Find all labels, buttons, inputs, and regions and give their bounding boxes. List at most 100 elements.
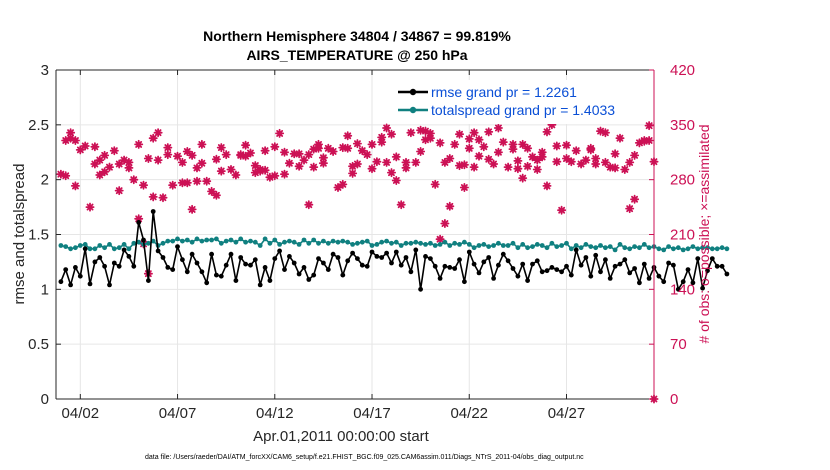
obs-assimilated-point [352,139,362,149]
y-right-tick-label-4: 280 [670,172,695,189]
totalspread-point [355,240,360,246]
totalspread-point [116,245,122,251]
obs-assimilated-point [255,165,265,174]
obs-assimilated-series [61,123,659,279]
rmse-point [374,254,380,259]
totalspread-point [107,242,112,247]
obs-possible-point [523,161,533,171]
rmse-point [588,273,594,279]
rmse-point [126,254,132,259]
obs-possible-point [620,165,630,174]
totalspread-point [131,240,137,246]
rmse-point [564,263,569,269]
rmse-point [593,252,599,258]
obs-assimilated-point [177,157,187,167]
obs-assimilated-point [474,151,484,161]
rmse-point [355,256,360,261]
obs-possible-point [90,142,100,152]
totalspread-point [228,237,234,243]
obs-assimilated-point [294,161,304,171]
rmse-point [136,220,142,225]
totalspread-point [223,238,229,244]
totalspread-point [306,240,312,246]
obs-assimilated-point [343,131,353,141]
totalspread-point [428,240,433,246]
obs-possible-point [581,155,591,165]
totalspread-point [559,243,564,248]
obs-possible-point [552,157,562,167]
obs-assimilated-point [304,200,314,210]
totalspread-point [340,238,346,244]
rmse-series [58,209,730,292]
obs-assimilated-point [586,143,596,153]
obs-possible-point [391,176,401,185]
totalspread-point [714,246,720,252]
rmse-point [204,280,210,286]
totalspread-point [233,239,239,245]
obs-assimilated-point [508,144,518,154]
totalspread-point [661,247,667,253]
obs-possible-point [634,138,644,148]
x-tick-label-4: 04/22 [450,405,488,422]
obs-assimilated-point [70,136,80,145]
y-right-tick-label-5: 350 [670,117,695,134]
obs-possible-point [421,135,430,145]
obs-assimilated-point [182,147,192,156]
rmse-point [321,260,326,266]
rmse-point [568,272,574,278]
totalspread-point [656,246,662,252]
obs-possible-point [625,157,635,167]
totalspread-point [369,243,375,248]
obs-assimilated-point [236,150,246,160]
obs-possible-point [537,152,547,162]
y-right-tick-label-1: 70 [670,336,687,353]
totalspread-point [325,240,331,246]
rmse-point [428,256,433,261]
obs-possible-point [425,133,435,143]
rmse-point [525,278,530,283]
obs-assimilated-point [367,164,377,174]
obs-assimilated-point [464,143,474,153]
obs-possible-point [605,162,615,172]
axis-ticks: 04/02 04/07 04/12 04/17 04/22 04/27 0 0.5 1 1.5 2 2… [28,62,695,422]
obs-assimilated-point [187,204,197,214]
totalspread-point [374,242,380,247]
obs-possible-point [508,139,518,149]
totalspread-point [277,242,282,247]
totalspread-point [690,244,696,250]
totalspread-point [418,240,423,246]
obs-possible-point [168,180,178,190]
obs-assimilated-point [192,176,202,186]
rmse-point [223,262,229,268]
obs-assimilated-point [318,153,328,163]
obs-possible-point [474,135,484,145]
obs-possible-point [299,155,309,165]
totalspread-point [462,239,467,245]
obs-possible-point [333,183,343,192]
obs-possible-point [304,150,314,160]
obs-possible-point [294,149,304,159]
totalspread-point [564,240,569,246]
totalspread-point [496,240,501,246]
rmse-point [175,244,180,250]
obs-assimilated-point [591,159,601,169]
obs-assimilated-point [469,128,479,138]
totalspread-point [539,243,545,248]
rmse-point [189,251,195,257]
totalspread-point [534,242,540,247]
obs-possible-point [182,178,192,188]
obs-assimilated-point [440,219,450,228]
obs-assimilated-point [523,143,533,153]
totalspread-point [709,246,715,252]
obs-assimilated-point [416,125,426,135]
obs-possible-point [66,128,76,138]
rmse-point [350,250,355,256]
obs-possible-point [109,146,119,156]
obs-possible-point [362,150,372,160]
totalspread-point [612,247,618,253]
totalspread-point [641,242,647,247]
obs-possible-point [377,132,387,142]
obs-possible-point [469,162,479,172]
obs-possible-point [600,157,610,167]
totalspread-point [58,243,64,248]
